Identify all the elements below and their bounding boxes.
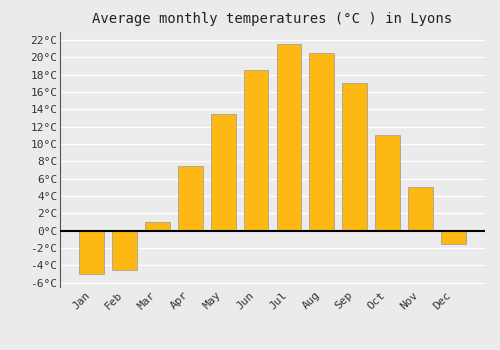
Bar xyxy=(145,222,170,231)
Bar xyxy=(276,44,301,231)
Bar xyxy=(211,114,236,231)
Bar xyxy=(112,231,137,270)
Bar xyxy=(342,83,367,231)
Bar xyxy=(408,187,433,231)
Bar xyxy=(80,231,104,274)
Bar xyxy=(376,135,400,231)
Title: Average monthly temperatures (°C ) in Lyons: Average monthly temperatures (°C ) in Ly… xyxy=(92,12,452,26)
Bar xyxy=(310,53,334,231)
Bar xyxy=(244,70,268,231)
Bar xyxy=(178,166,203,231)
Bar xyxy=(441,231,466,244)
